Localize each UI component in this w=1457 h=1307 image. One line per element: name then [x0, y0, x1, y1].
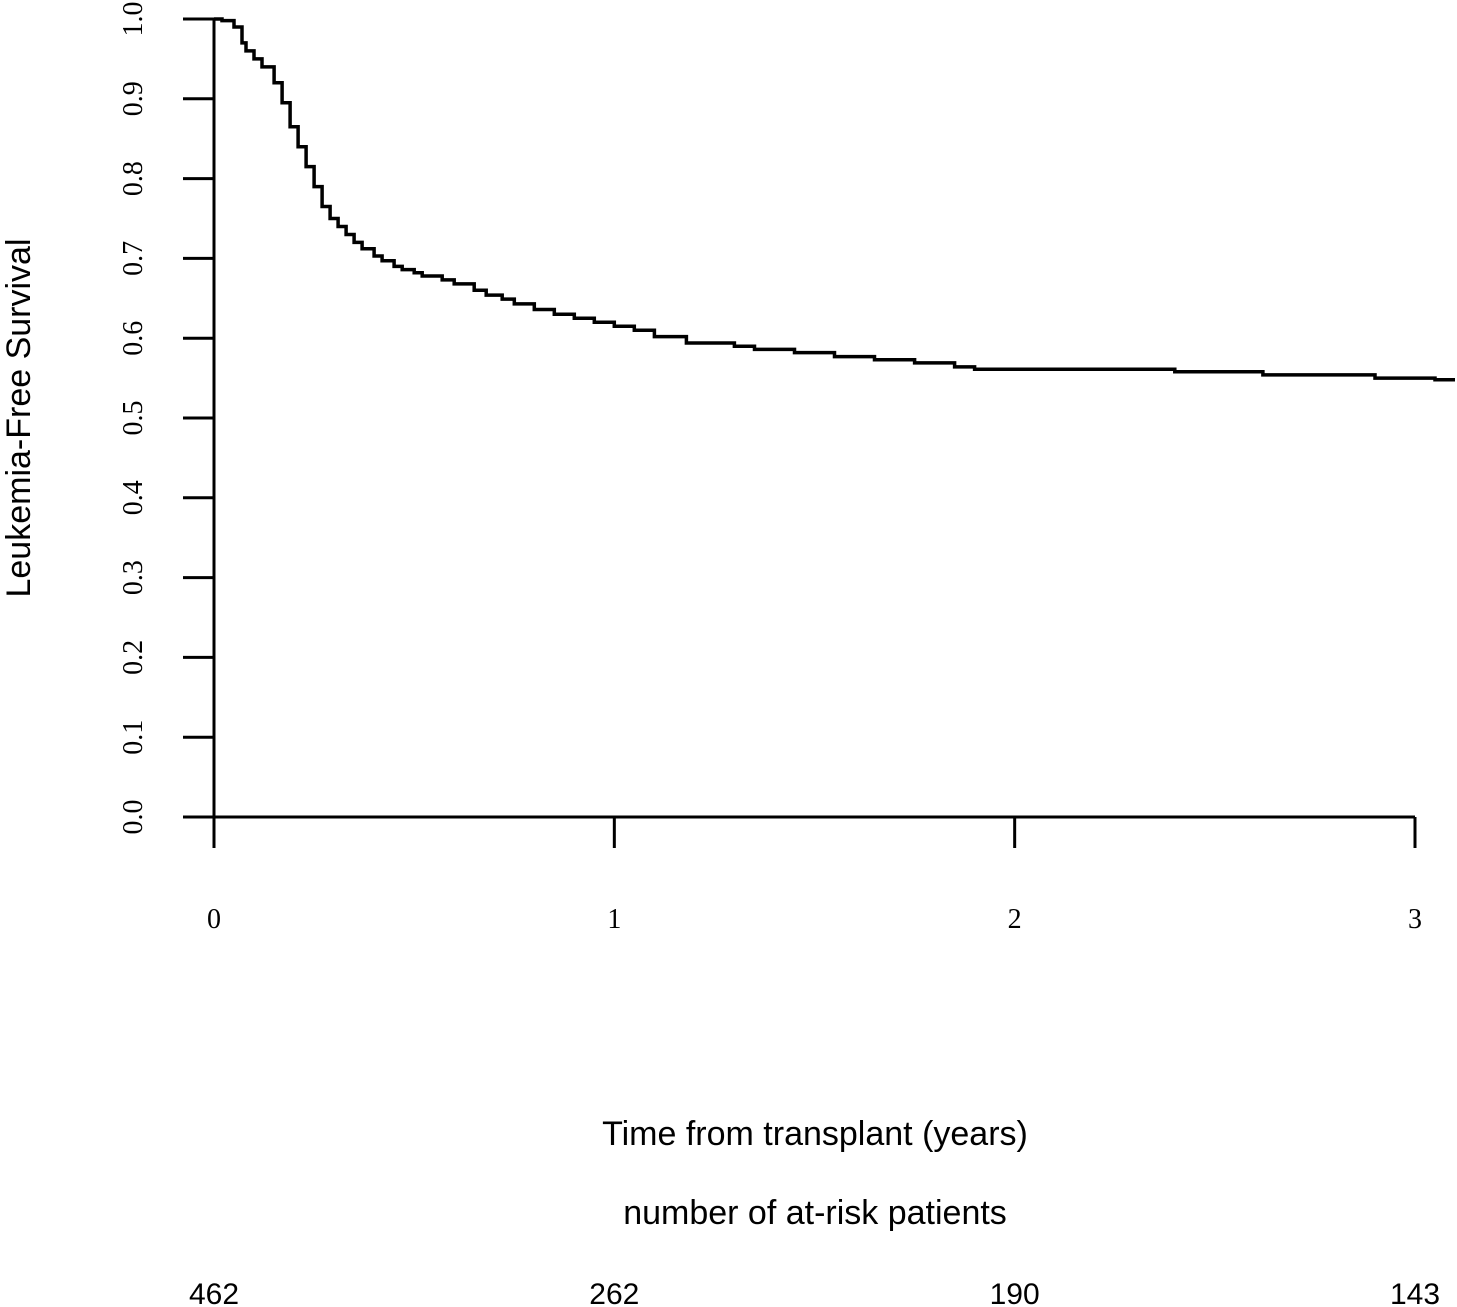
y-tick-label: 0.5	[118, 401, 149, 436]
y-tick-label: 0.1	[118, 720, 149, 755]
survival-curve	[214, 17, 1455, 382]
y-tick-label: 0.2	[118, 640, 149, 675]
x-axis: 0 1 2 3	[183, 815, 1422, 935]
y-tick-label: 0.7	[118, 241, 149, 276]
y-tick-label: 1.0	[118, 2, 149, 37]
y-tick-label: 0.3	[118, 560, 149, 595]
at-risk-count: 143	[1390, 1278, 1440, 1307]
x-tick-label: 0	[207, 904, 221, 935]
y-axis-title: Leukemia-Free Survival	[0, 238, 38, 597]
x-tick-label: 2	[1008, 904, 1022, 935]
at-risk-count: 190	[990, 1278, 1040, 1307]
y-tick-label: 0.0	[118, 800, 149, 835]
y-tick-label: 0.4	[118, 480, 149, 515]
at-risk-row: 462 262 190 143	[189, 1278, 1440, 1307]
y-axis: 0.0 0.1 0.2 0.3 0.4 0.5 0.6 0.7 0.8 0.9 1.0	[118, 2, 216, 835]
y-tick-label: 0.9	[118, 81, 149, 116]
at-risk-count: 262	[589, 1278, 639, 1307]
at-risk-title: number of at-risk patients	[623, 1194, 1007, 1232]
x-tick-label: 1	[607, 904, 621, 935]
at-risk-count: 462	[189, 1278, 239, 1307]
x-tick-label: 3	[1408, 904, 1422, 935]
y-tick-label: 0.8	[118, 161, 149, 196]
x-axis-title: Time from transplant (years)	[602, 1115, 1028, 1153]
y-tick-label: 0.6	[118, 321, 149, 356]
